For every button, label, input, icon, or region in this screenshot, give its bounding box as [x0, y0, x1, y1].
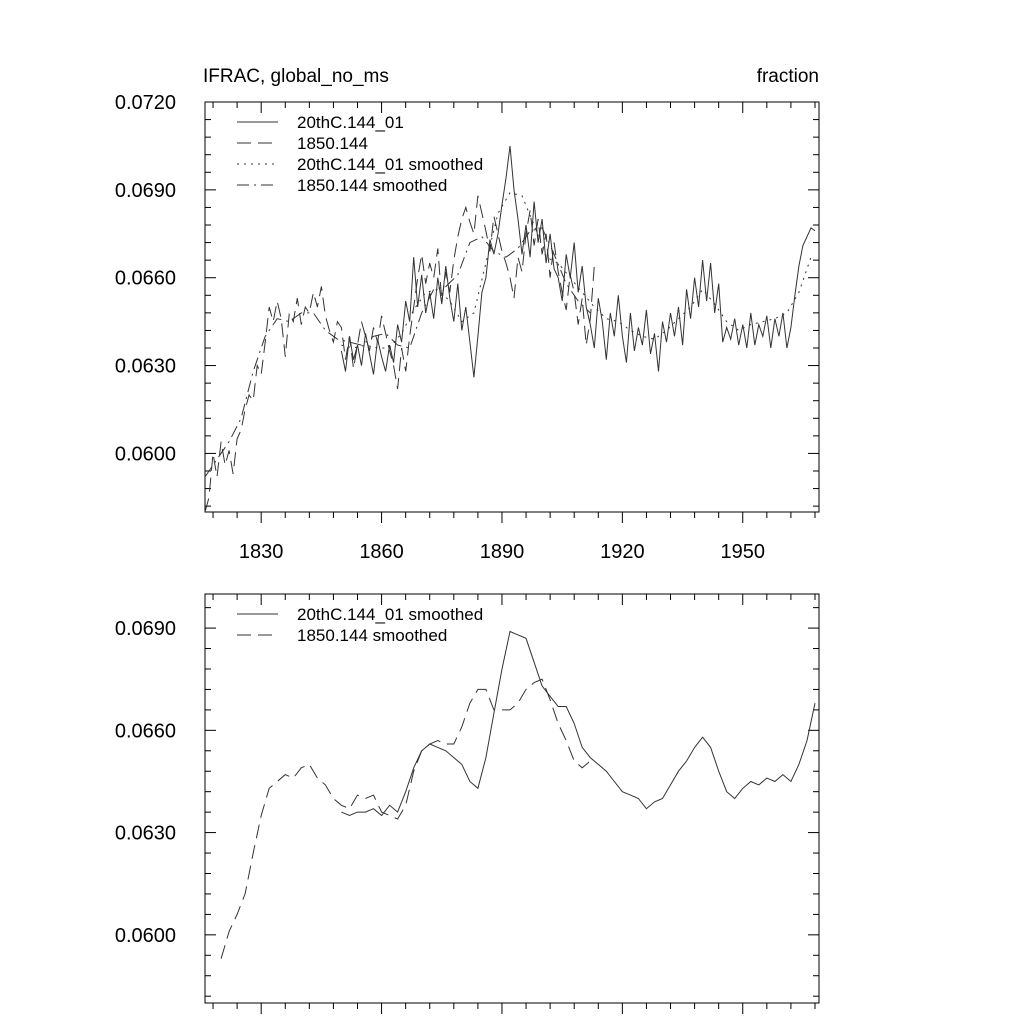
chart-1-legend-label: 20thC.144_01: [297, 113, 404, 132]
chart-2-y-tick-label: 0.0600: [115, 925, 176, 947]
top-panel: 0.0600 0.0630 0.0660 0.0690 0.0720 1830 1860 18…: [115, 66, 820, 563]
chart-2-series-2-line: [220, 678, 591, 959]
chart-1-plot-frame: [204, 101, 820, 513]
chart-1-legend-label: 1850.144 smoothed: [297, 176, 447, 195]
chart-2-y-tick-label: 0.0630: [115, 823, 176, 845]
chart-1-x-tick-label: 1860: [359, 541, 404, 563]
chart-1-legend-label: 20thC.144_01 smoothed: [297, 155, 483, 174]
chart-1-units-label: fraction: [757, 66, 819, 87]
chart-1-y-tick-label: 0.0660: [115, 268, 176, 290]
chart-2-y-tick-label: 0.0660: [115, 720, 176, 742]
chart-1-y-tick-label: 0.0600: [115, 443, 176, 465]
chart-1-title: IFRAC, global_no_ms: [203, 66, 389, 87]
chart-1-series-2-line: [204, 195, 595, 513]
chart-1-y-tick-label: 0.0690: [115, 180, 176, 202]
bottom-panel: 0.0600 0.0630 0.0660 0.0690 20thC.144_01 smo…: [115, 593, 820, 1014]
chart-1-x-tick-label: 1890: [480, 541, 525, 563]
chart-2-plot-frame: [204, 593, 820, 1004]
chart-1-x-tick-label: 1950: [721, 541, 766, 563]
chart-1-x-tick-label: 1920: [600, 541, 645, 563]
chart-1-series-4-line: [204, 227, 591, 478]
chart-1-legend-label: 1850.144: [297, 134, 368, 153]
chart-2-y-tick-label: 0.0690: [115, 618, 176, 640]
chart-2-series-1-line: [341, 630, 816, 817]
chart-1-series-3-line: [341, 192, 812, 349]
chart-1-y-tick-label: 0.0630: [115, 356, 176, 378]
chart-1-y-tick-label: 0.0720: [115, 92, 176, 114]
chart-1-x-tick-label: 1830: [239, 541, 284, 563]
chart-2-legend-label: 1850.144 smoothed: [297, 626, 447, 645]
chart-2-legend-label: 20thC.144_01 smoothed: [297, 605, 483, 624]
chart-1-series-1-line: [340, 145, 816, 378]
